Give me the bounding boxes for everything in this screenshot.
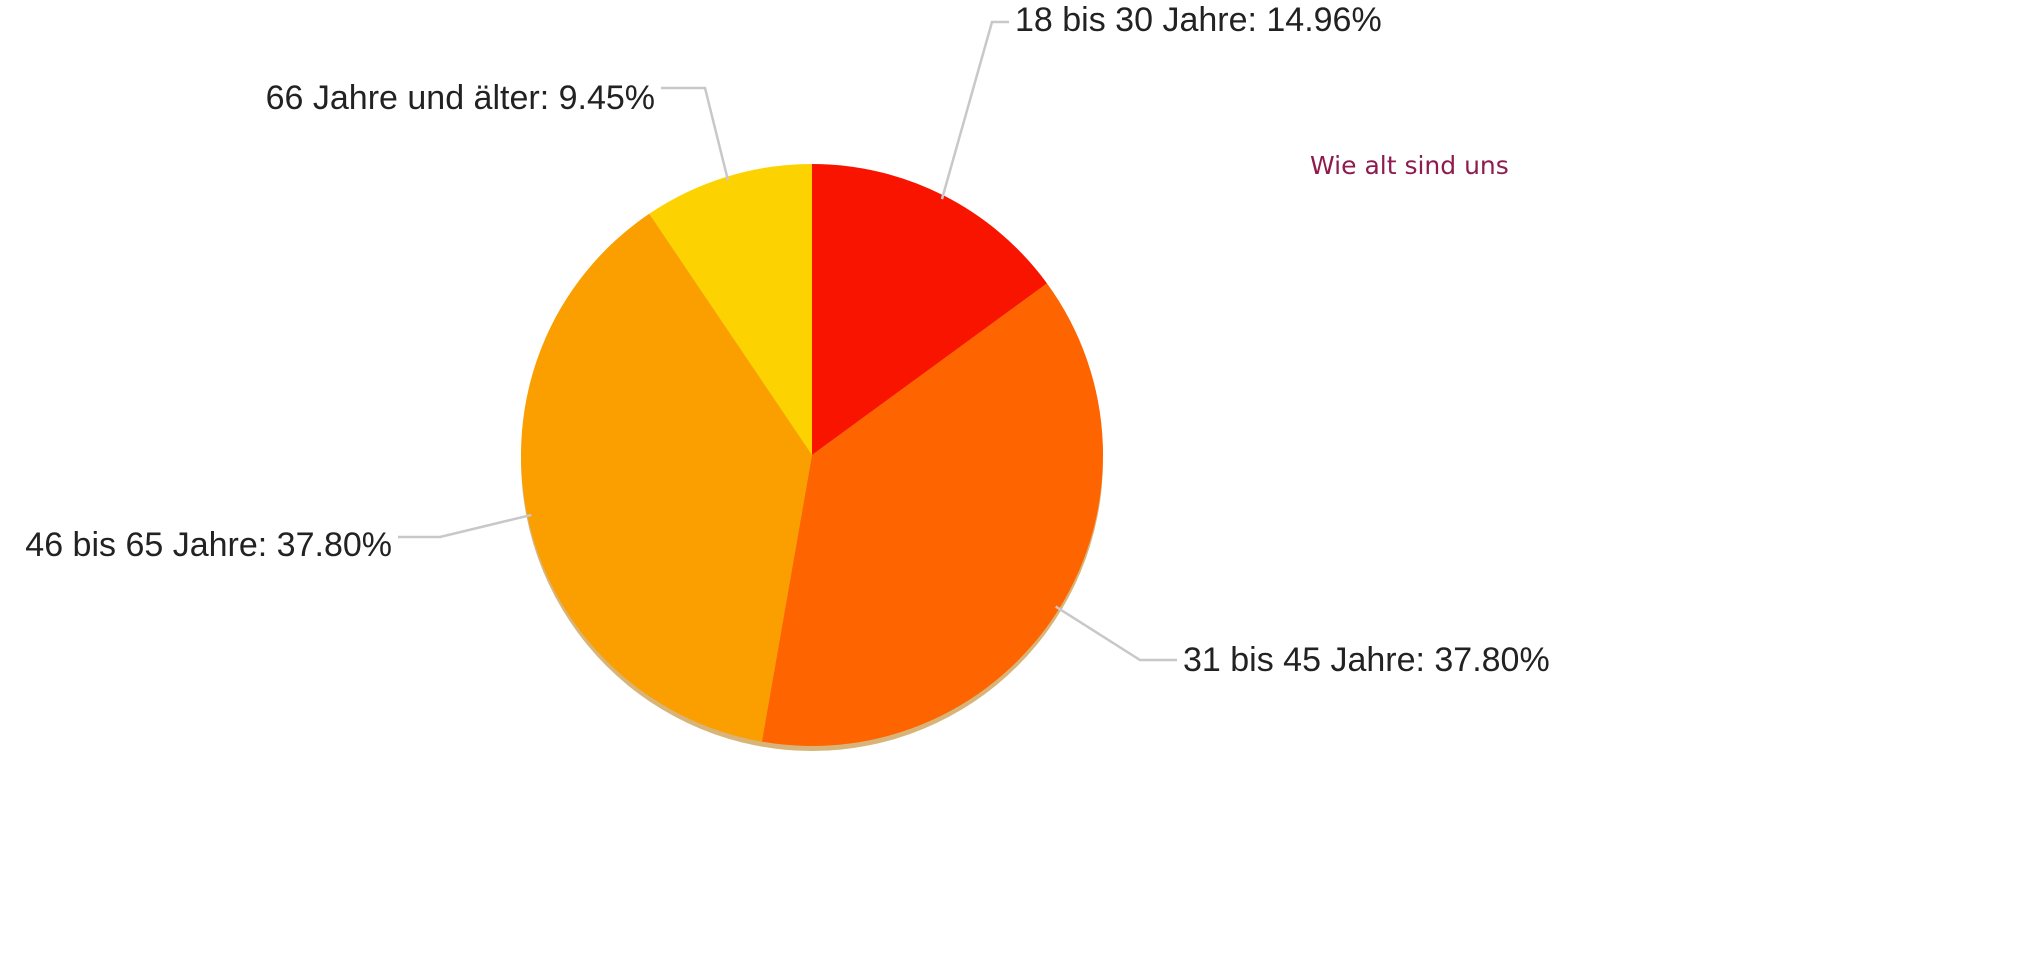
leader-line <box>1055 605 1177 662</box>
leader-line <box>940 20 1009 200</box>
data-label: 31 bis 45 Jahre: 37.80% <box>1183 641 1550 679</box>
leader-line <box>398 513 532 539</box>
pie-slice <box>520 213 812 742</box>
data-label: 66 Jahre und älter: 9.45% <box>266 79 655 117</box>
data-label: 46 bis 65 Jahre: 37.80% <box>25 526 392 564</box>
pie-slice <box>812 164 1047 455</box>
pie-slice <box>649 164 812 455</box>
data-label: 18 bis 30 Jahre: 14.96% <box>1015 1 1382 39</box>
leader-line <box>661 86 730 181</box>
chart-subtitle: Wie alt sind uns <box>1310 151 1509 180</box>
pie-slice <box>761 283 1104 747</box>
